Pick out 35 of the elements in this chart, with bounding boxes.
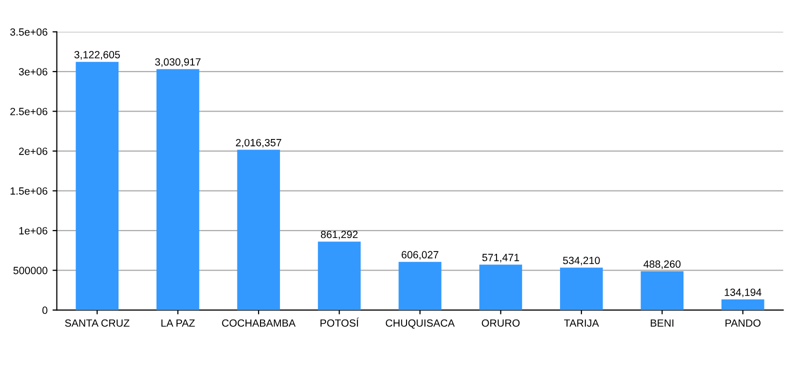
- x-tick-label: COCHABAMBA: [222, 319, 296, 327]
- x-tick-label: CHUQUISACA: [386, 319, 455, 329]
- y-tick-label: 3e+06: [18, 68, 48, 76]
- data-label: 2,016,357: [236, 138, 282, 148]
- bar: [76, 62, 119, 310]
- x-tick-label: POTOSÍ: [320, 318, 359, 327]
- x-tick-label: SANTA CRUZ: [65, 319, 130, 327]
- data-label: 606,027: [402, 251, 438, 260]
- y-tick-label: 3.5e+06: [10, 28, 48, 36]
- bar: [560, 268, 603, 310]
- data-label: 571,471: [482, 254, 520, 262]
- data-label: 3,030,917: [155, 58, 201, 67]
- x-tick-label: LA PAZ: [161, 319, 195, 327]
- y-tick-label: 1.5e+06: [10, 187, 48, 195]
- data-label: 3,122,605: [74, 51, 120, 60]
- x-tick-label: PANDO: [726, 319, 760, 327]
- data-label: 861,292: [320, 230, 358, 240]
- data-label: 134,194: [724, 288, 762, 298]
- y-tick-label: 1e+06: [19, 227, 48, 234]
- bar: [237, 150, 280, 310]
- data-label: 534,210: [563, 256, 600, 266]
- bar: [156, 69, 200, 310]
- x-tick-label: BENI: [650, 319, 674, 327]
- bar: [640, 271, 684, 310]
- y-tick-label: 2.5e+06: [10, 108, 48, 116]
- y-tick-label: 500000: [13, 266, 48, 274]
- x-tick-label: TARIJA: [564, 319, 599, 327]
- data-label: 488,260: [644, 260, 681, 270]
- bar: [721, 299, 764, 310]
- bar: [479, 264, 522, 310]
- bar: [398, 262, 442, 310]
- x-tick-label: ORURO: [482, 319, 520, 327]
- y-tick-label: 0: [42, 306, 48, 314]
- y-tick-label: 2e+06: [19, 148, 48, 155]
- bar: [318, 242, 361, 310]
